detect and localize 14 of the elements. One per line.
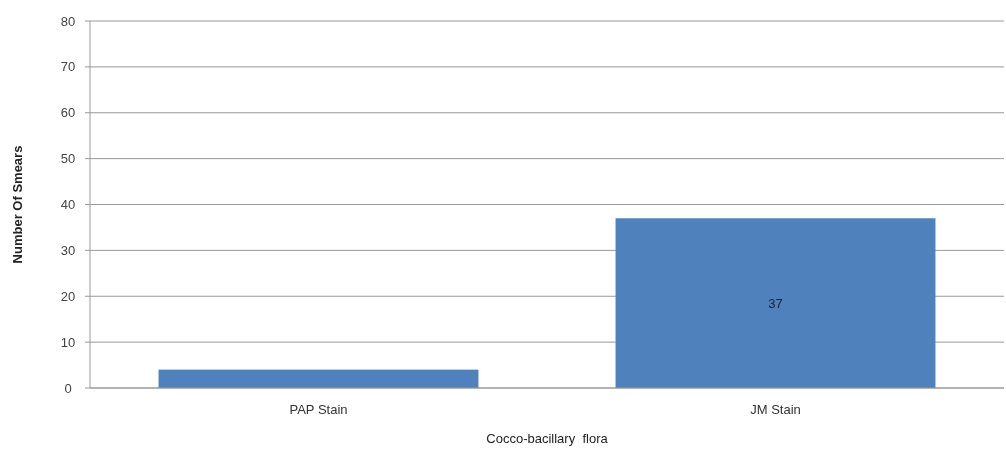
x-tick-label: PAP Stain <box>289 402 348 417</box>
y-tick-label: 50 <box>60 151 76 167</box>
data-label: 37 <box>768 295 783 311</box>
y-tick-label: 80 <box>60 13 76 29</box>
x-axis-title: Cocco-bacillary flora <box>486 431 609 446</box>
y-tick-label: 70 <box>60 59 76 75</box>
y-tick-label: 40 <box>60 197 76 213</box>
y-tick-label: 20 <box>60 288 76 304</box>
y-tick-label: 0 <box>64 380 72 396</box>
y-tick-label: 10 <box>60 334 76 350</box>
x-tick-label: JM Stain <box>750 402 801 417</box>
y-tick-label: 60 <box>60 105 76 121</box>
y-axis-title: Number Of Smears <box>10 145 25 264</box>
y-tick-label: 30 <box>60 242 76 258</box>
